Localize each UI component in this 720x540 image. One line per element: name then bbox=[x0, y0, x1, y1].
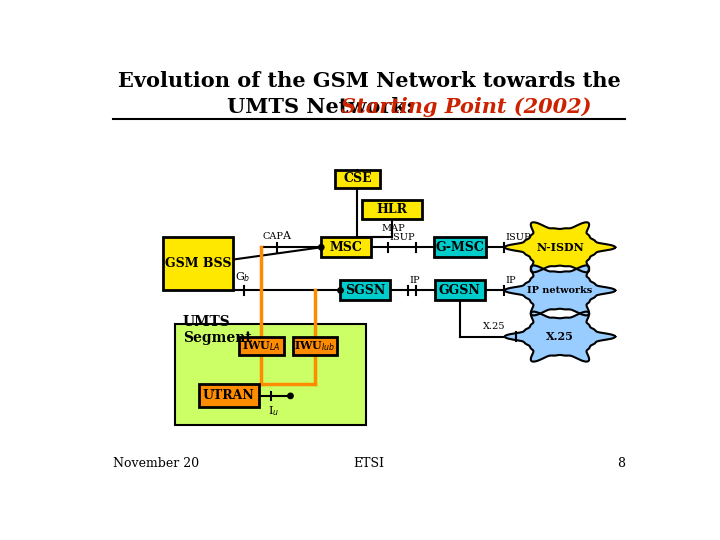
Text: G-MSC: G-MSC bbox=[436, 241, 485, 254]
Text: IWU$_{Iub}$: IWU$_{Iub}$ bbox=[294, 339, 336, 353]
Text: IP: IP bbox=[505, 276, 516, 285]
Text: MSC: MSC bbox=[330, 241, 362, 254]
FancyBboxPatch shape bbox=[199, 384, 259, 408]
Text: IP: IP bbox=[409, 276, 420, 285]
Text: UMTS Network:: UMTS Network: bbox=[227, 97, 420, 117]
Text: GGSN: GGSN bbox=[439, 284, 481, 297]
Text: IWU$_{LA}$: IWU$_{LA}$ bbox=[242, 339, 281, 353]
Circle shape bbox=[288, 393, 293, 399]
FancyBboxPatch shape bbox=[362, 200, 422, 219]
Text: A: A bbox=[282, 231, 290, 241]
Text: CSE: CSE bbox=[343, 172, 372, 185]
Text: UTRAN: UTRAN bbox=[203, 389, 255, 402]
FancyBboxPatch shape bbox=[321, 237, 371, 257]
Text: IP networks: IP networks bbox=[527, 286, 593, 295]
Polygon shape bbox=[505, 312, 616, 362]
Text: N-ISDN: N-ISDN bbox=[536, 242, 584, 253]
Text: ISUP: ISUP bbox=[505, 233, 531, 242]
FancyBboxPatch shape bbox=[340, 280, 390, 300]
Text: I$_u$: I$_u$ bbox=[268, 404, 279, 418]
Text: 8: 8 bbox=[616, 457, 625, 470]
Text: GSM BSS: GSM BSS bbox=[165, 257, 231, 270]
Text: SGSN: SGSN bbox=[345, 284, 385, 297]
Text: UMTS
Segment: UMTS Segment bbox=[183, 315, 251, 345]
Text: G$_b$: G$_b$ bbox=[235, 271, 251, 284]
Polygon shape bbox=[505, 222, 616, 272]
FancyBboxPatch shape bbox=[175, 323, 366, 425]
Polygon shape bbox=[505, 266, 616, 315]
FancyBboxPatch shape bbox=[433, 237, 486, 257]
Circle shape bbox=[338, 288, 343, 293]
Text: X.25: X.25 bbox=[483, 322, 505, 331]
Text: CAP: CAP bbox=[263, 232, 284, 241]
Circle shape bbox=[318, 245, 324, 250]
Text: HLR: HLR bbox=[377, 203, 408, 216]
Text: ISUP: ISUP bbox=[390, 233, 415, 242]
FancyBboxPatch shape bbox=[435, 280, 485, 300]
Text: ETSI: ETSI bbox=[354, 457, 384, 470]
Text: Evolution of the GSM Network towards the: Evolution of the GSM Network towards the bbox=[117, 71, 621, 91]
Text: MAP: MAP bbox=[382, 225, 405, 233]
FancyBboxPatch shape bbox=[239, 336, 284, 355]
Text: X.25: X.25 bbox=[546, 331, 574, 342]
Text: November 20: November 20 bbox=[113, 457, 199, 470]
FancyBboxPatch shape bbox=[293, 336, 338, 355]
FancyBboxPatch shape bbox=[163, 237, 233, 291]
FancyBboxPatch shape bbox=[335, 170, 379, 188]
Text: Starting Point (2002): Starting Point (2002) bbox=[341, 97, 591, 117]
